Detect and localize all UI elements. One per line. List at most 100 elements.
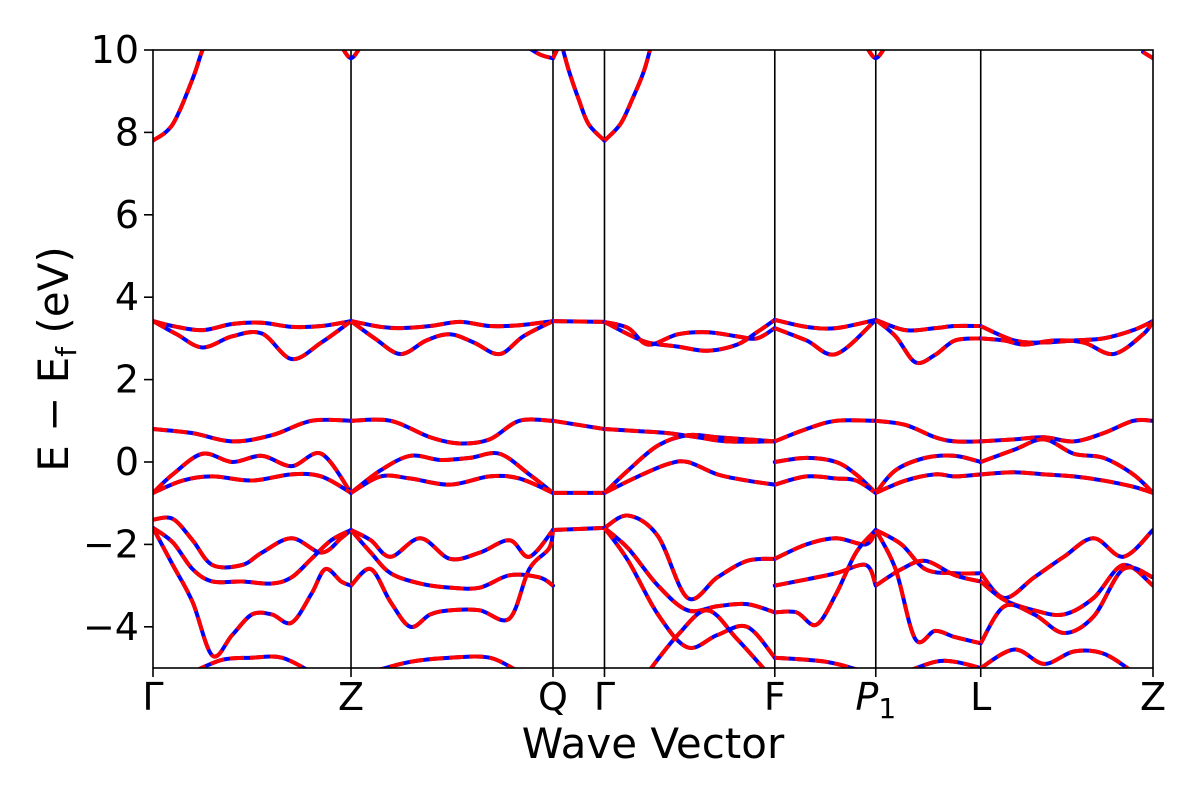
band-line-34-red xyxy=(774,474,877,495)
band-line-48-red xyxy=(378,654,517,668)
band-line-35-red xyxy=(875,418,981,444)
band-line-60-blue xyxy=(873,527,983,646)
band-line-62-red xyxy=(979,528,1153,600)
band-line-63-red xyxy=(979,562,1153,618)
band-line-52-red xyxy=(602,526,777,660)
band-line-35-blue xyxy=(873,418,983,444)
band-line-55-red xyxy=(774,562,878,588)
band-line-47-red xyxy=(349,529,555,629)
band-line-63-blue xyxy=(978,562,1153,618)
band-line-32-red xyxy=(774,418,876,444)
band-line-43-red xyxy=(153,526,352,659)
band-line-59-red xyxy=(874,558,982,588)
x-axis-label: Wave Vector xyxy=(522,719,785,768)
y-axis-label-subscript: f xyxy=(50,346,83,357)
band-line-23-red xyxy=(153,471,353,495)
band-line-58-blue xyxy=(873,527,983,576)
y-axis-ticks: −4 −2 0 2 4 6 8 10 xyxy=(83,28,153,649)
band-line-25-red xyxy=(349,451,555,495)
band-line-14-red xyxy=(603,319,776,347)
band-line-49-red xyxy=(552,525,605,532)
y-axis-label-main: E − E xyxy=(29,357,78,472)
band-line-3-red xyxy=(551,50,560,60)
band-line-36-red xyxy=(874,453,982,495)
x-tick-label: Z xyxy=(338,675,364,719)
y-tick-label: 2 xyxy=(115,358,139,402)
x-tick-label: F xyxy=(764,675,786,719)
band-line-40-red xyxy=(980,470,1153,495)
band-line-27-red xyxy=(552,418,605,432)
band-line-50-blue xyxy=(602,513,777,602)
y-tick-label: 10 xyxy=(91,28,139,72)
band-line-41-red xyxy=(153,515,353,570)
band-line-64-red xyxy=(978,565,1153,645)
band-line-47-blue xyxy=(349,527,555,629)
band-line-39-red xyxy=(980,437,1153,495)
band-line-11-red xyxy=(349,319,554,357)
y-tick-label: 8 xyxy=(115,110,139,154)
x-axis-ticks: Γ Z Q Γ F P1 L Z xyxy=(142,668,1166,725)
band-line-17-red xyxy=(875,317,981,333)
y-tick-label: −2 xyxy=(83,522,139,566)
band-line-45-red xyxy=(350,528,555,562)
band-line-31-red xyxy=(603,459,776,495)
band-line-53-red xyxy=(648,608,766,668)
band-line-65-red xyxy=(979,647,1131,668)
band-line-18-red xyxy=(874,318,981,366)
band-line-38-red xyxy=(980,417,1153,444)
band-line-50-red xyxy=(603,513,775,602)
band-lines xyxy=(153,50,1153,668)
x-tick-label: Q xyxy=(538,675,568,719)
band-line-61-red xyxy=(910,658,982,668)
y-axis-label-unit: (eV) xyxy=(29,246,78,347)
band-line-42-red xyxy=(153,526,352,586)
band-line-60-red xyxy=(873,529,982,646)
band-line-33-red xyxy=(774,455,878,495)
y-tick-label: 4 xyxy=(115,275,139,319)
band-line-51-red xyxy=(603,526,776,615)
x-tick-label: L xyxy=(970,675,991,719)
band-line-22-red xyxy=(153,451,353,495)
band-line-52-blue xyxy=(602,525,777,660)
y-tick-label: 0 xyxy=(115,440,139,484)
band-line-13-red xyxy=(603,318,776,353)
band-line-30-red xyxy=(603,432,775,495)
y-tick-label: 6 xyxy=(115,193,139,237)
band-line-21-red xyxy=(153,417,352,444)
band-line-2-red xyxy=(528,50,554,61)
band-line-24-red xyxy=(350,417,554,446)
band-line-16-red xyxy=(774,318,878,357)
plot-frame xyxy=(152,49,1154,669)
band-line-8-red xyxy=(153,319,352,333)
band-line-54-red xyxy=(773,528,878,561)
band-line-1-blue xyxy=(341,50,361,61)
band-line-29-red xyxy=(604,427,775,444)
band-line-37-red xyxy=(874,472,981,495)
band-line-46-red xyxy=(349,528,555,591)
band-line-57-red xyxy=(774,655,859,668)
band-line-0-red xyxy=(153,50,205,143)
band-line-4-blue xyxy=(561,50,607,143)
kpoint-divider-lines xyxy=(350,50,982,668)
band-line-0-blue xyxy=(153,50,205,143)
band-line-58-red xyxy=(874,528,981,576)
x-tick-label: P1 xyxy=(855,675,896,725)
band-line-5-red xyxy=(603,50,652,143)
band-line-4-red xyxy=(561,50,606,143)
y-tick-label: −4 xyxy=(83,605,139,649)
band-line-24-blue xyxy=(349,417,555,446)
x-tick-label: Γ xyxy=(142,675,163,719)
band-line-10-red xyxy=(350,319,554,331)
band-line-56-red xyxy=(774,528,878,628)
y-axis-label: E − Ef (eV) xyxy=(29,246,83,472)
band-line-20-red xyxy=(980,319,1153,357)
x-tick-label: Z xyxy=(1140,675,1166,719)
band-line-9-red xyxy=(153,319,353,362)
x-tick-label: Γ xyxy=(594,675,615,719)
band-line-12-red xyxy=(552,319,605,324)
band-line-22-blue xyxy=(153,451,354,495)
band-line-44-red xyxy=(196,654,309,668)
band-line-6-blue xyxy=(866,50,886,61)
band-line-5-blue xyxy=(602,50,652,143)
